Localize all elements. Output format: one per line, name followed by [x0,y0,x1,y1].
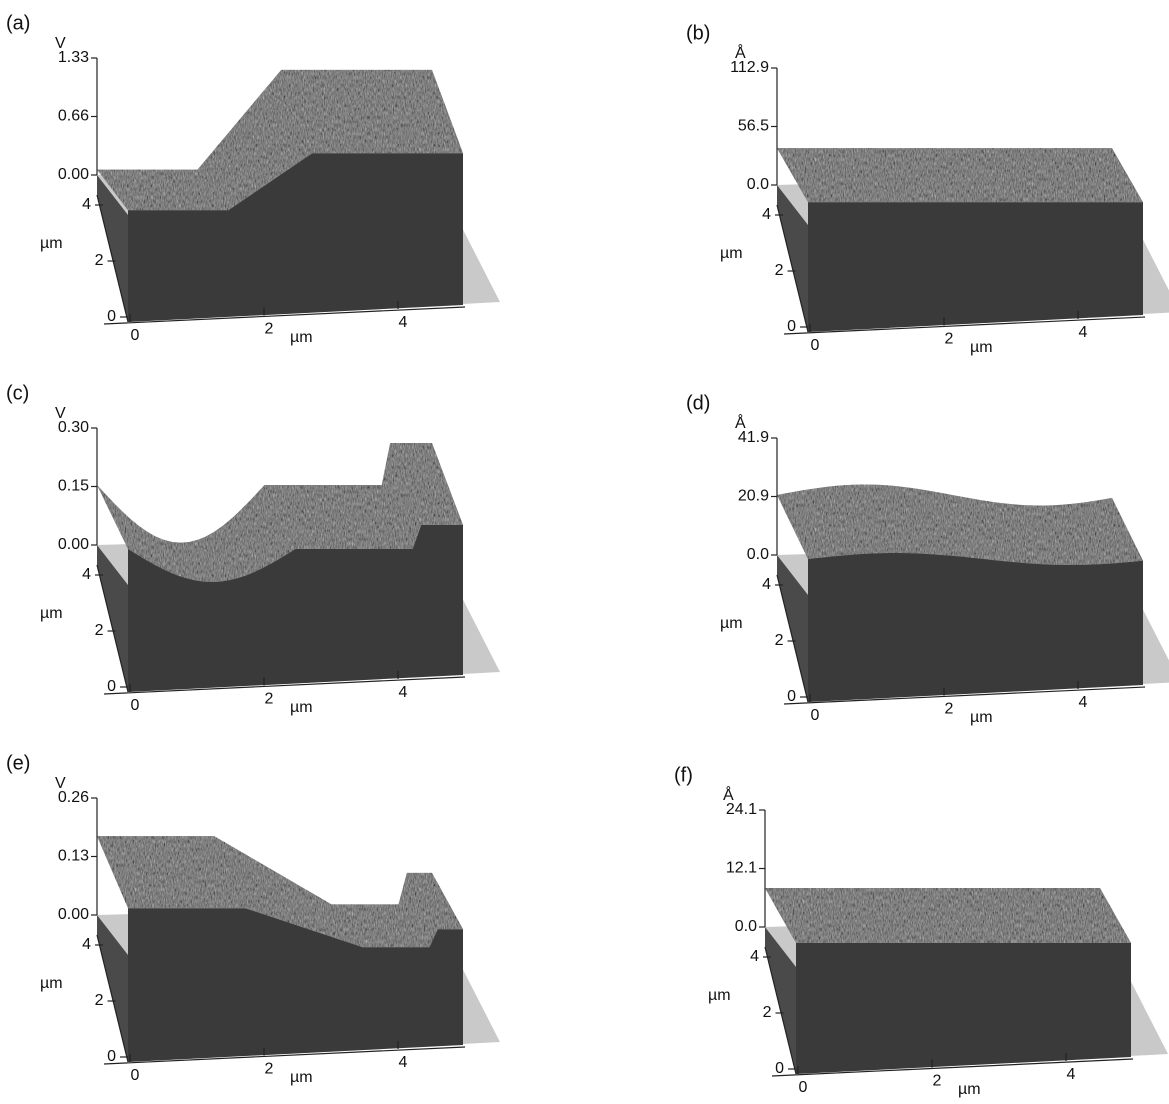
x-tick-label: 4 [1079,694,1088,711]
z-tick-label: 0.15 [58,478,89,495]
y-tick-label: 4 [762,576,771,593]
x-tick-label: 4 [399,1054,408,1071]
x-tick-label: 0 [131,697,140,714]
x-tick-label: 2 [265,321,274,338]
x-tick-label: 0 [811,337,820,354]
z-tick-label: 112.9 [730,59,769,76]
z-tick-label: 0.26 [58,789,89,806]
surface-front [808,553,1143,702]
figure: (a)V1.330.660.00420µm024µm(b)Å112.956.50… [0,0,1169,1104]
x-tick-label: 2 [265,691,274,708]
z-tick-label: 24.1 [726,801,757,818]
x-tick-label: 4 [1079,324,1088,341]
y-tick-label: 4 [762,206,771,223]
surface-texture [765,888,1131,943]
y-unit: µm [40,975,63,992]
x-tick-label: 4 [1067,1066,1076,1083]
z-tick-label: 0.00 [58,166,89,183]
x-unit: µm [290,1069,313,1086]
x-tick-label: 0 [131,327,140,344]
y-tick-label: 0 [787,688,796,705]
z-tick-label: 12.1 [726,860,757,877]
z-tick-label: 56.5 [738,118,769,135]
y-unit: µm [720,245,743,262]
x-unit: µm [290,329,313,346]
y-tick-label: 4 [82,566,91,583]
y-unit: µm [40,235,63,252]
x-unit: µm [958,1081,981,1098]
panel-label: (a) [6,12,30,34]
z-tick-label: 0.66 [58,108,89,125]
surface-front [796,943,1131,1074]
panel-label: (c) [6,382,29,404]
y-tick-label: 2 [95,992,104,1009]
y-tick-label: 4 [750,948,759,965]
panel-label: (e) [6,752,30,774]
y-tick-label: 4 [82,936,91,953]
surface-texture [777,148,1143,202]
y-tick-label: 0 [787,318,796,335]
x-tick-label: 0 [799,1079,808,1096]
z-tick-label: 0.0 [735,918,757,935]
x-tick-label: 0 [131,1067,140,1084]
panel-label: (f) [674,764,693,786]
z-tick-label: 0.00 [58,906,89,923]
z-tick-label: 0.0 [747,176,769,193]
y-tick-label: 2 [775,262,784,279]
x-unit: µm [290,699,313,716]
x-tick-label: 2 [945,701,954,718]
z-tick-label: 0.0 [747,546,769,563]
z-tick-label: 0.00 [58,536,89,553]
z-tick-label: 41.9 [738,429,769,446]
y-unit: µm [708,987,731,1004]
y-tick-label: 2 [95,622,104,639]
y-tick-label: 0 [107,308,116,325]
y-unit: µm [40,605,63,622]
y-tick-label: 0 [107,678,116,695]
z-tick-label: 1.33 [58,49,89,66]
x-tick-label: 2 [945,331,954,348]
y-tick-label: 2 [763,1004,772,1021]
x-unit: µm [970,709,993,726]
surface-front [808,202,1143,332]
panel-label: (d) [686,392,710,414]
x-tick-label: 0 [811,707,820,724]
x-tick-label: 2 [265,1061,274,1078]
panel-label: (b) [686,22,710,44]
x-tick-label: 4 [399,684,408,701]
y-tick-label: 2 [95,252,104,269]
z-tick-label: 0.30 [58,419,89,436]
y-tick-label: 0 [107,1048,116,1065]
y-tick-label: 0 [775,1060,784,1077]
y-tick-label: 4 [82,196,91,213]
y-unit: µm [720,615,743,632]
y-tick-label: 2 [775,632,784,649]
x-unit: µm [970,339,993,356]
x-tick-label: 4 [399,314,408,331]
z-tick-label: 20.9 [738,488,769,505]
surface-texture [777,485,1143,565]
z-tick-label: 0.13 [58,848,89,865]
x-tick-label: 2 [933,1073,942,1090]
